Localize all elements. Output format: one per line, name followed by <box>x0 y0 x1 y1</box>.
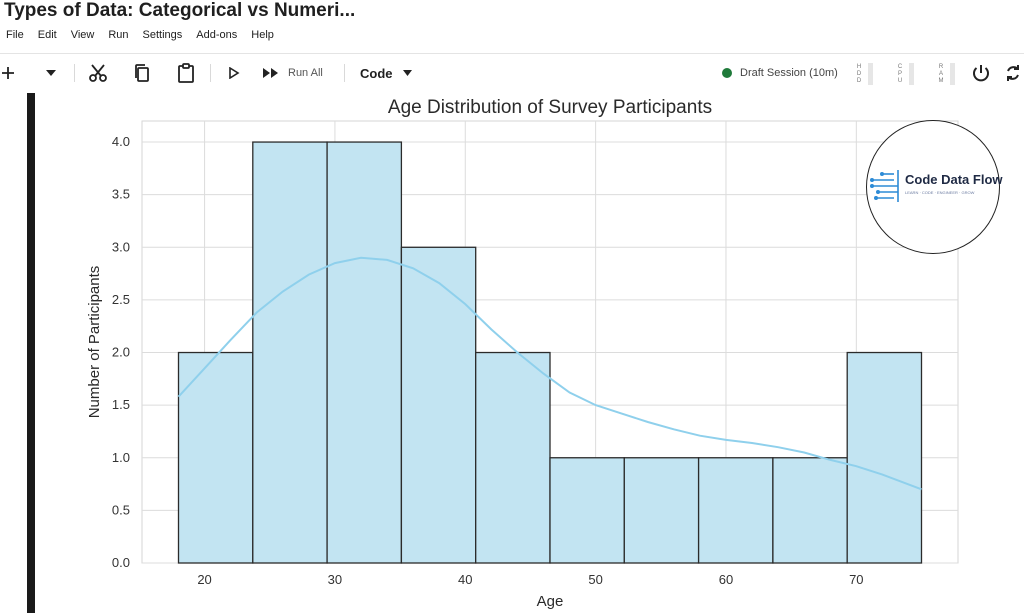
histogram-bar <box>623 457 700 564</box>
ram-bar <box>950 63 955 85</box>
x-tick-label: 50 <box>588 572 602 587</box>
copy-icon <box>135 64 149 82</box>
x-tick-label: 60 <box>719 572 733 587</box>
cpu-label: CPU <box>897 63 903 84</box>
clipboard-icon <box>178 63 194 83</box>
y-tick-label: 3.5 <box>112 187 130 202</box>
logo-text: Code Data Flow <box>905 172 1003 187</box>
histogram-bar <box>252 141 328 564</box>
toolbar: Run All Code <box>0 58 1024 88</box>
cell-type-value: Code <box>360 65 393 81</box>
y-tick-label: 0.5 <box>112 502 130 517</box>
menu-run[interactable]: Run <box>108 29 129 41</box>
histogram-bar <box>846 351 923 564</box>
toolbar-divider <box>344 64 345 82</box>
run-cell-button[interactable] <box>224 58 244 88</box>
watermark-logo <box>866 120 1000 254</box>
cpu-bar <box>909 63 914 85</box>
histogram-bar <box>177 351 254 564</box>
y-tick-label: 2.5 <box>112 292 130 307</box>
copy-button[interactable] <box>130 58 154 88</box>
histogram-bar <box>772 457 848 564</box>
y-tick-label: 3.0 <box>112 239 130 254</box>
logo-subtitle: LEARN · CODE · ENGINEER · GROW <box>905 190 975 195</box>
caret-down-icon <box>46 70 56 76</box>
x-tick-label: 70 <box>849 572 863 587</box>
power-icon <box>973 65 989 82</box>
power-button[interactable] <box>968 58 994 88</box>
plus-icon <box>2 67 14 79</box>
run-all-label: Run All <box>288 67 323 79</box>
y-tick-label: 4.0 <box>112 134 130 149</box>
y-tick-labels: 0.0 0.5 1.0 1.5 2.0 2.5 3.0 3.5 4.0 <box>112 134 130 570</box>
paste-button[interactable] <box>174 58 198 88</box>
cut-button[interactable] <box>86 58 110 88</box>
toolbar-divider <box>74 64 75 82</box>
histogram-bar <box>549 457 625 564</box>
x-tick-label: 30 <box>328 572 342 587</box>
y-tick-label: 0.0 <box>112 555 130 570</box>
fast-forward-icon <box>263 68 278 78</box>
y-tick-label: 1.0 <box>112 450 130 465</box>
caret-down-icon <box>402 70 412 76</box>
refresh-icon <box>1007 65 1019 81</box>
histogram-bar <box>326 141 403 564</box>
run-all-button[interactable]: Run All <box>262 58 332 88</box>
menu-settings[interactable]: Settings <box>142 29 183 41</box>
play-icon <box>229 67 240 79</box>
x-axis-label: Age <box>537 593 564 610</box>
x-tick-label: 40 <box>458 572 472 587</box>
cpu-meter: CPU <box>897 62 914 86</box>
histogram-bar <box>475 351 551 564</box>
menu-file[interactable]: File <box>6 29 24 41</box>
add-cell-dropdown[interactable] <box>42 58 60 88</box>
x-tick-labels: 20 30 40 50 60 70 <box>197 572 863 587</box>
toolbar-divider <box>210 64 211 82</box>
cell-type-select[interactable]: Code <box>360 58 420 88</box>
histogram-bar <box>400 246 477 564</box>
menu-help[interactable]: Help <box>251 29 274 41</box>
hdd-label: HDD <box>856 63 862 84</box>
add-cell-button[interactable] <box>0 58 16 88</box>
scissors-icon <box>89 64 107 82</box>
hdd-bar <box>868 63 873 85</box>
session-status[interactable]: Draft Session (10m) <box>722 58 838 88</box>
menu-view[interactable]: View <box>70 29 95 41</box>
kde-curve <box>177 256 922 491</box>
ram-label: RAM <box>938 63 944 84</box>
y-axis-label: Number of Participants <box>86 266 103 419</box>
y-tick-label: 1.5 <box>112 397 130 412</box>
session-label: Draft Session (10m) <box>740 67 838 79</box>
notebook-title: Types of Data: Categorical vs Numeri... <box>4 0 356 21</box>
active-cell-indicator <box>27 93 35 613</box>
menu-edit[interactable]: Edit <box>37 29 57 41</box>
menu-divider <box>0 53 1024 54</box>
histogram-bar <box>697 457 774 564</box>
chart-title: Age Distribution of Survey Participants <box>388 97 712 118</box>
ram-meter: RAM <box>938 62 955 86</box>
hdd-meter: HDD <box>856 62 873 86</box>
menu-bar: File Edit View Run Settings Add-ons Help <box>6 29 288 45</box>
menu-addons[interactable]: Add-ons <box>196 29 238 41</box>
x-tick-label: 20 <box>197 572 211 587</box>
status-dot <box>722 68 732 78</box>
restart-button[interactable] <box>1002 58 1024 88</box>
circuit-icon <box>870 170 899 202</box>
y-tick-label: 2.0 <box>112 345 130 360</box>
bars <box>177 141 923 564</box>
